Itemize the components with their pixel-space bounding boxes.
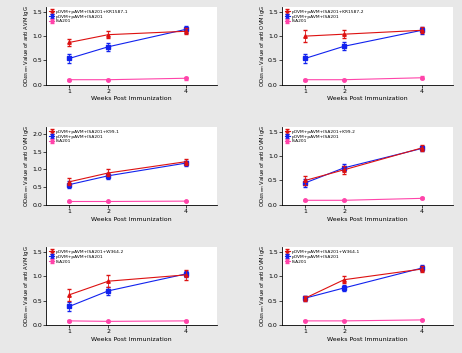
Y-axis label: OD$_{405nm}$ Value of anti OVM IgG: OD$_{405nm}$ Value of anti OVM IgG <box>22 125 31 207</box>
X-axis label: Weeks Post Immunization: Weeks Post Immunization <box>327 337 407 342</box>
Legend: pOVM+pAVM+ISA201+KR1587-2, pOVM+pAVM+ISA201, ISA201: pOVM+pAVM+ISA201+KR1587-2, pOVM+pAVM+ISA… <box>284 9 364 24</box>
Legend: pOVM+pAVM+ISA201+W364-1, pOVM+pAVM+ISA201, ISA201: pOVM+pAVM+ISA201+W364-1, pOVM+pAVM+ISA20… <box>284 250 360 264</box>
Legend: pOVM+pAVM+ISA201+K99-2, pOVM+pAVM+ISA201, ISA201: pOVM+pAVM+ISA201+K99-2, pOVM+pAVM+ISA201… <box>284 130 356 144</box>
Legend: pOVM+pAVM+ISA201+K99-1, pOVM+pAVM+ISA201, ISA201: pOVM+pAVM+ISA201+K99-1, pOVM+pAVM+ISA201… <box>49 130 120 144</box>
X-axis label: Weeks Post Immunization: Weeks Post Immunization <box>91 217 172 222</box>
Y-axis label: OD$_{405nm}$ Value of anti AVM IgG: OD$_{405nm}$ Value of anti AVM IgG <box>22 5 31 87</box>
Legend: pOVM+pAVM+ISA201+KR1587-1, pOVM+pAVM+ISA201, ISA201: pOVM+pAVM+ISA201+KR1587-1, pOVM+pAVM+ISA… <box>49 9 128 24</box>
Y-axis label: OD$_{405nm}$ Value of anti OVM IgG: OD$_{405nm}$ Value of anti OVM IgG <box>258 245 267 327</box>
Legend: pOVM+pAVM+ISA201+W364-2, pOVM+pAVM+ISA201, ISA201: pOVM+pAVM+ISA201+W364-2, pOVM+pAVM+ISA20… <box>49 250 124 264</box>
Y-axis label: OD$_{405nm}$ Value of anti AVM IgG: OD$_{405nm}$ Value of anti AVM IgG <box>22 245 31 327</box>
Y-axis label: OD$_{405nm}$ Value of anti OVM IgG: OD$_{405nm}$ Value of anti OVM IgG <box>258 5 267 87</box>
X-axis label: Weeks Post Immunization: Weeks Post Immunization <box>91 96 172 102</box>
X-axis label: Weeks Post Immunization: Weeks Post Immunization <box>91 337 172 342</box>
X-axis label: Weeks Post Immunization: Weeks Post Immunization <box>327 217 407 222</box>
X-axis label: Weeks Post Immunization: Weeks Post Immunization <box>327 96 407 102</box>
Y-axis label: OD$_{405nm}$ Value of anti OVM IgG: OD$_{405nm}$ Value of anti OVM IgG <box>258 125 267 207</box>
